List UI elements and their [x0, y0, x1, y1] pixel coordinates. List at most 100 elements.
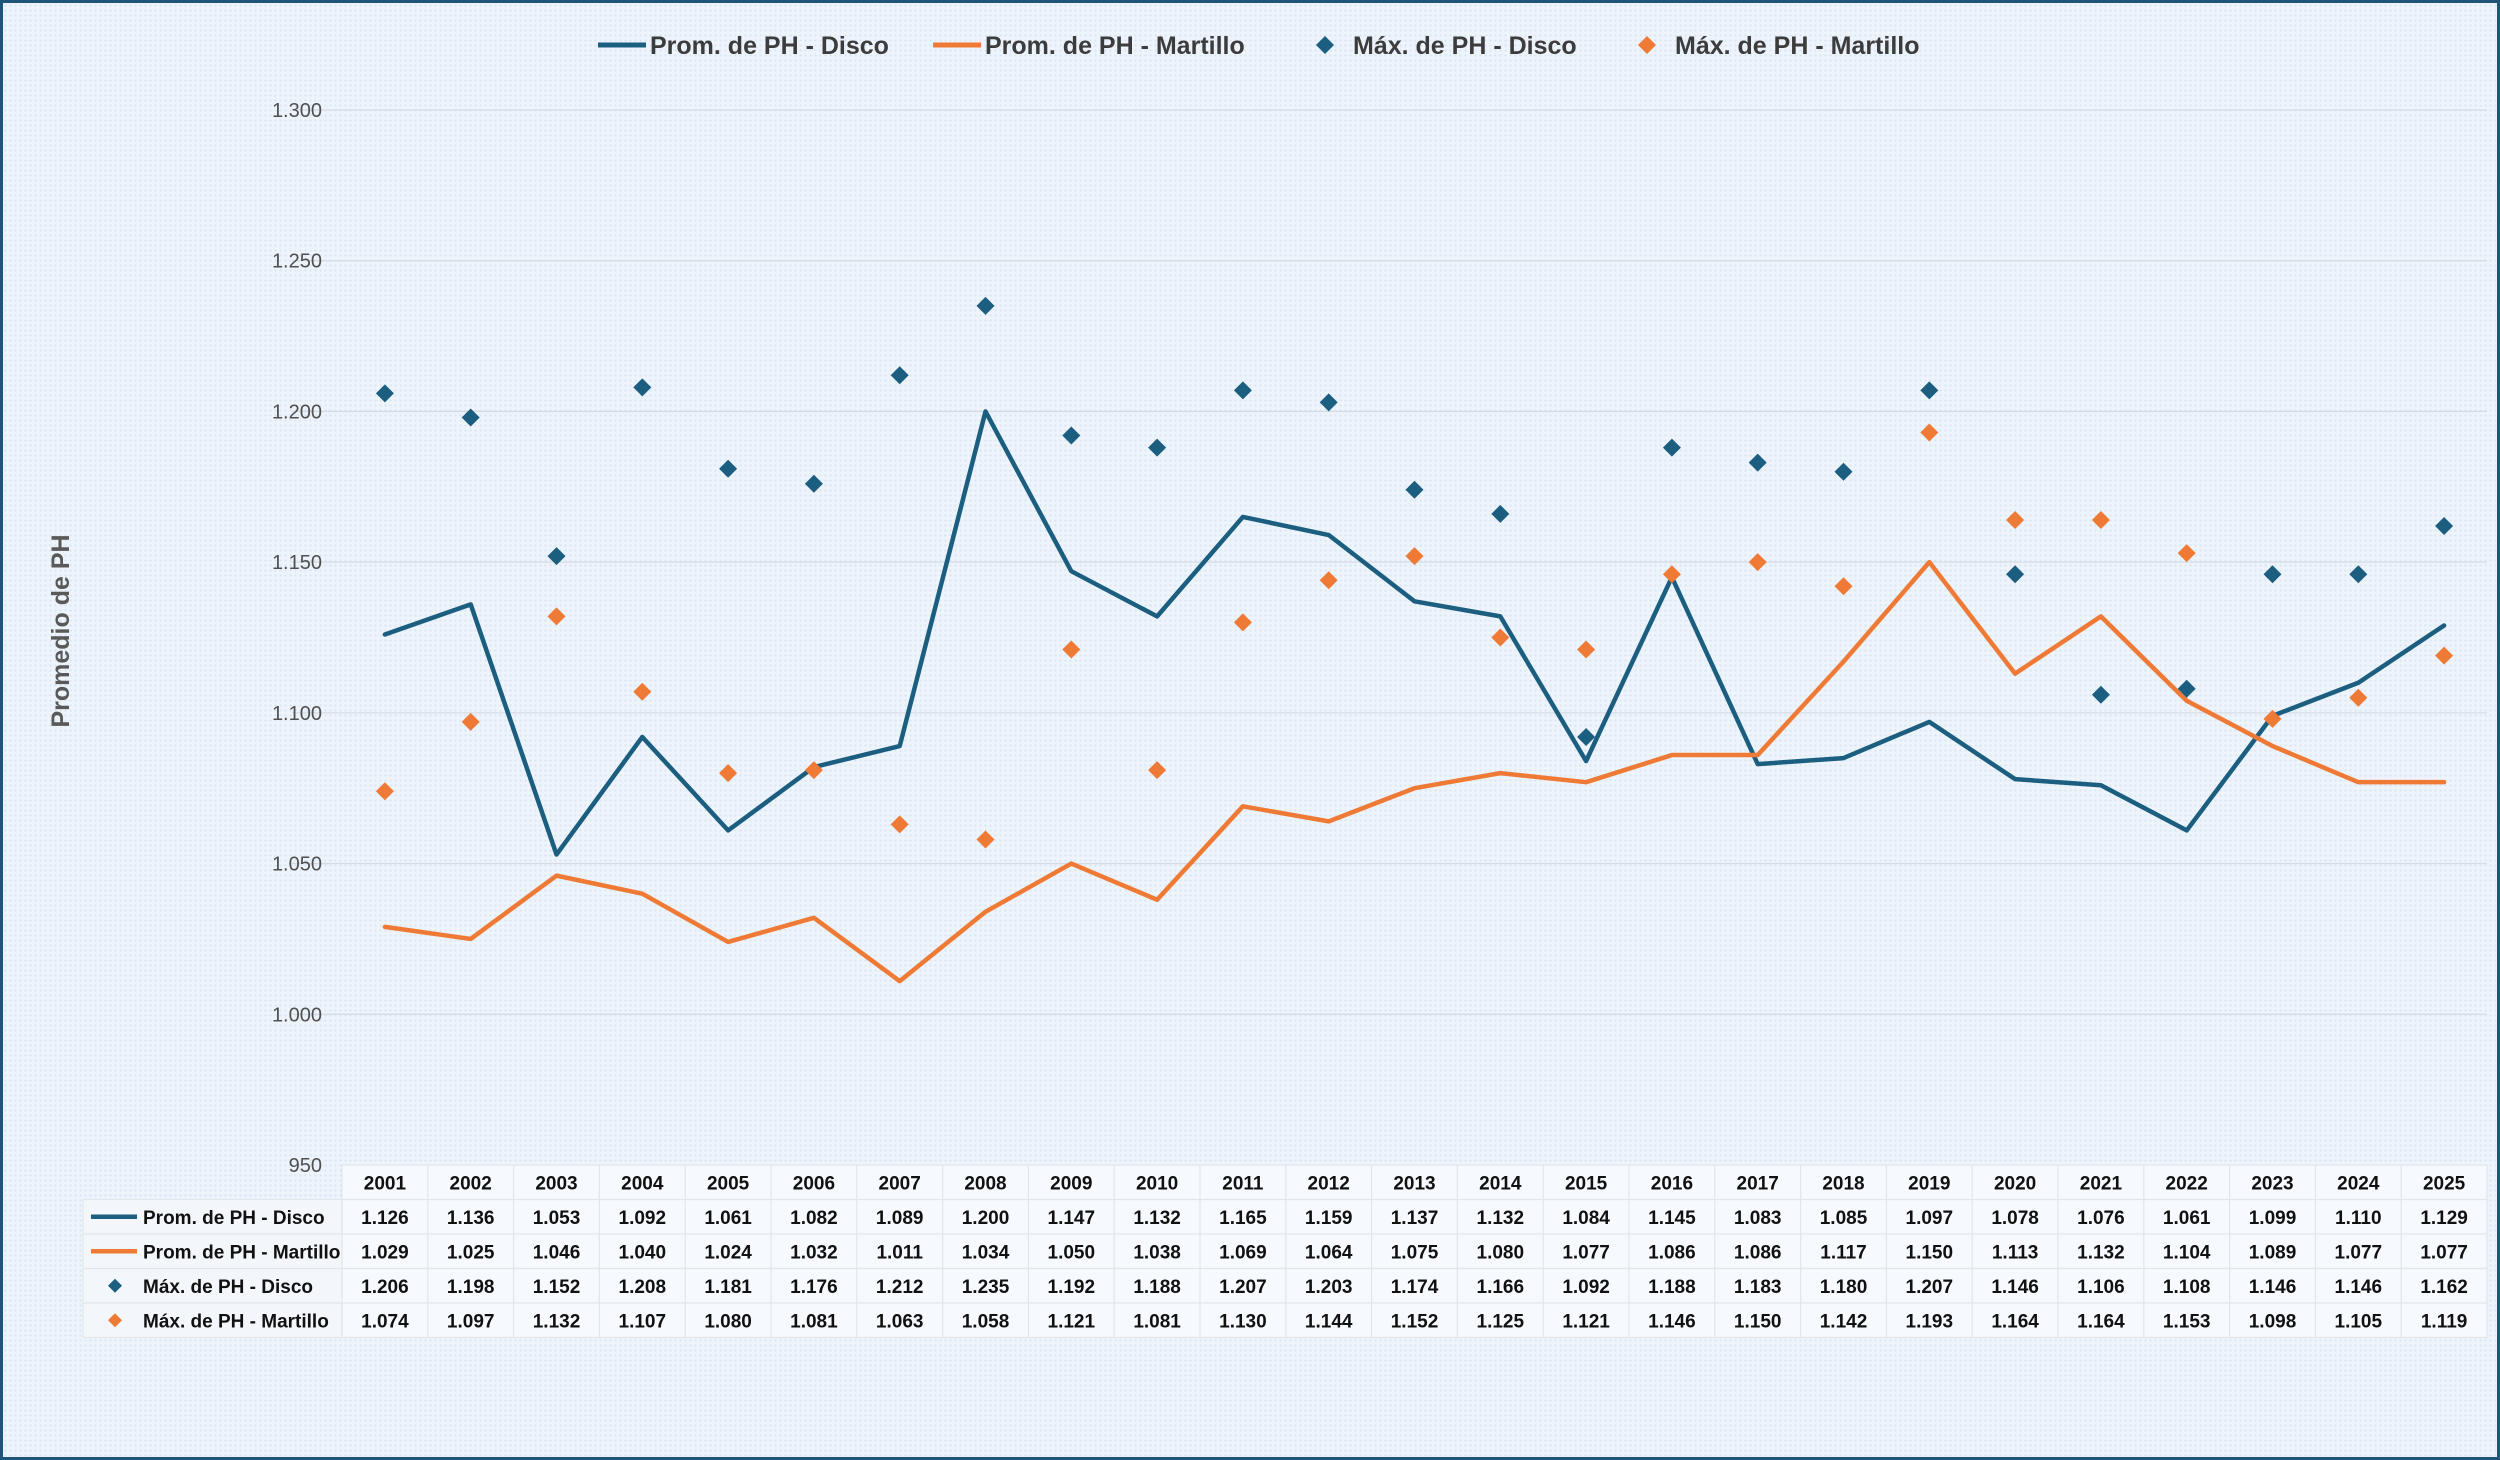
- table-year-label: 2024: [2337, 1173, 2380, 1194]
- series-2-point: [461, 408, 480, 427]
- y-tick-label: 950: [289, 1155, 322, 1177]
- series-2-point: [890, 366, 909, 385]
- series-line-1: [382, 559, 2447, 984]
- table-cell-value: 1.069: [1219, 1242, 1267, 1263]
- data-table: 2001 2002 2003 2004 2005 2006 2007 2008 2009 2010…: [82, 1164, 2488, 1339]
- series-layer: [375, 296, 2454, 984]
- table-cell-value: 1.025: [447, 1242, 495, 1263]
- series-3-point: [2177, 544, 2196, 563]
- table-year-label: 2013: [1393, 1173, 1435, 1194]
- table-cell-value: 1.164: [2077, 1311, 2125, 1332]
- table-cell-value: 1.137: [1391, 1208, 1439, 1229]
- table-cell-value: 1.132: [2077, 1242, 2125, 1263]
- series-3-point: [719, 764, 738, 783]
- table-cell-value: 1.080: [1477, 1242, 1525, 1263]
- table-cell-value: 1.208: [619, 1277, 667, 1298]
- table-cell-value: 1.207: [1906, 1277, 1954, 1298]
- table-cell-value: 1.203: [1305, 1277, 1353, 1298]
- table-cell-value: 1.152: [533, 1277, 581, 1298]
- y-tick-label: 1.200: [272, 401, 322, 423]
- table-cell-value: 1.164: [1991, 1311, 2039, 1332]
- table-cell-value: 1.082: [790, 1208, 838, 1229]
- series-3-point: [2435, 646, 2454, 665]
- series-2-point: [375, 384, 394, 403]
- table-year-label: 2002: [450, 1173, 492, 1194]
- series-3-point: [2006, 510, 2025, 529]
- table-cell-value: 1.146: [2249, 1277, 2297, 1298]
- table-cell-value: 1.176: [790, 1277, 838, 1298]
- series-2-point: [1148, 438, 1167, 457]
- table-cell-value: 1.166: [1477, 1277, 1525, 1298]
- table-cell-value: 1.132: [533, 1311, 581, 1332]
- table-cell-value: 1.113: [1992, 1242, 2039, 1263]
- table-year-label: 2023: [2251, 1173, 2293, 1194]
- table-cell-value: 1.136: [447, 1208, 495, 1229]
- legend-label-3: Máx. de PH - Martillo: [1675, 32, 1919, 60]
- table-cell-value: 1.150: [1734, 1311, 1782, 1332]
- table-cell-value: 1.106: [2077, 1277, 2125, 1298]
- table-cell-value: 1.130: [1219, 1311, 1267, 1332]
- table-year-label: 2005: [707, 1173, 750, 1194]
- legend-label-0: Prom. de PH - Disco: [650, 32, 889, 60]
- table-cell-value: 1.126: [361, 1208, 409, 1229]
- table-cell-value: 1.064: [1305, 1242, 1353, 1263]
- table-cell-value: 1.086: [1648, 1242, 1696, 1263]
- table-cell-value: 1.099: [2249, 1208, 2297, 1229]
- series-2-point: [1062, 426, 1081, 445]
- series-3-point: [1920, 423, 1939, 442]
- table-cell-value: 1.107: [619, 1311, 667, 1332]
- table-cell-value: 1.119: [2421, 1311, 2468, 1332]
- table-cell-value: 1.146: [1991, 1277, 2039, 1298]
- table-cell-value: 1.029: [361, 1242, 409, 1263]
- series-3-point: [804, 761, 823, 780]
- table-cell-value: 1.077: [1562, 1242, 1610, 1263]
- table-cell-value: 1.174: [1391, 1277, 1439, 1298]
- table-cell-value: 1.200: [962, 1208, 1010, 1229]
- table-year-label: 2007: [879, 1173, 921, 1194]
- series-3-point: [1062, 640, 1081, 659]
- legend-swatch-3: [1638, 36, 1656, 54]
- table-cell-value: 1.188: [1133, 1277, 1181, 1298]
- table-cell-value: 1.061: [2163, 1208, 2211, 1229]
- table-cell-value: 1.034: [962, 1242, 1010, 1263]
- series-3-point: [2349, 688, 2368, 707]
- y-tick-label: 1.100: [272, 703, 322, 725]
- series-2-point: [1920, 381, 1939, 400]
- series-2-point: [1662, 438, 1681, 457]
- series-3-point: [1834, 577, 1853, 596]
- table-year-label: 2022: [2166, 1173, 2208, 1194]
- table-year-label: 2008: [964, 1173, 1006, 1194]
- series-3-point: [633, 682, 652, 701]
- table-cell-value: 1.152: [1391, 1311, 1439, 1332]
- table-cell-value: 1.144: [1305, 1311, 1353, 1332]
- table-cell-value: 1.165: [1219, 1208, 1267, 1229]
- table-cell-value: 1.212: [876, 1277, 924, 1298]
- table-cell-value: 1.086: [1734, 1242, 1782, 1263]
- series-2-point: [804, 474, 823, 493]
- series-2-point: [1834, 462, 1853, 481]
- series-2-point: [1319, 393, 1338, 412]
- table-cell-value: 1.145: [1648, 1208, 1696, 1229]
- table-year-label: 2003: [535, 1173, 577, 1194]
- table-cell-value: 1.077: [2420, 1242, 2468, 1263]
- series-2-point: [1577, 727, 1596, 746]
- table-cell-value: 1.076: [2077, 1208, 2125, 1229]
- series-2-point: [2349, 565, 2368, 584]
- table-year-label: 2019: [1908, 1173, 1950, 1194]
- series-2-point: [633, 378, 652, 397]
- table-cell-value: 1.125: [1477, 1311, 1525, 1332]
- y-axis-ticks: 950 1.000 1.050 1.100 1.150 1.200 1.250 1.300: [272, 100, 322, 1177]
- table-cell-value: 1.104: [2163, 1242, 2211, 1263]
- y-axis-title: Promedio de PH: [47, 534, 75, 727]
- table-cell-value: 1.142: [1820, 1311, 1868, 1332]
- series-3-point: [2263, 709, 2282, 728]
- table-year-label: 2018: [1822, 1173, 1864, 1194]
- table-cell-value: 1.046: [533, 1242, 581, 1263]
- table-series-label-1: Prom. de PH - Martillo: [143, 1242, 340, 1263]
- y-tick-label: 1.150: [272, 552, 322, 574]
- table-cell-value: 1.146: [2335, 1277, 2383, 1298]
- y-tick-label: 1.250: [272, 251, 322, 273]
- series-3-point: [461, 712, 480, 731]
- table-swatch-2: [108, 1278, 122, 1293]
- table-cell-value: 1.132: [1477, 1208, 1525, 1229]
